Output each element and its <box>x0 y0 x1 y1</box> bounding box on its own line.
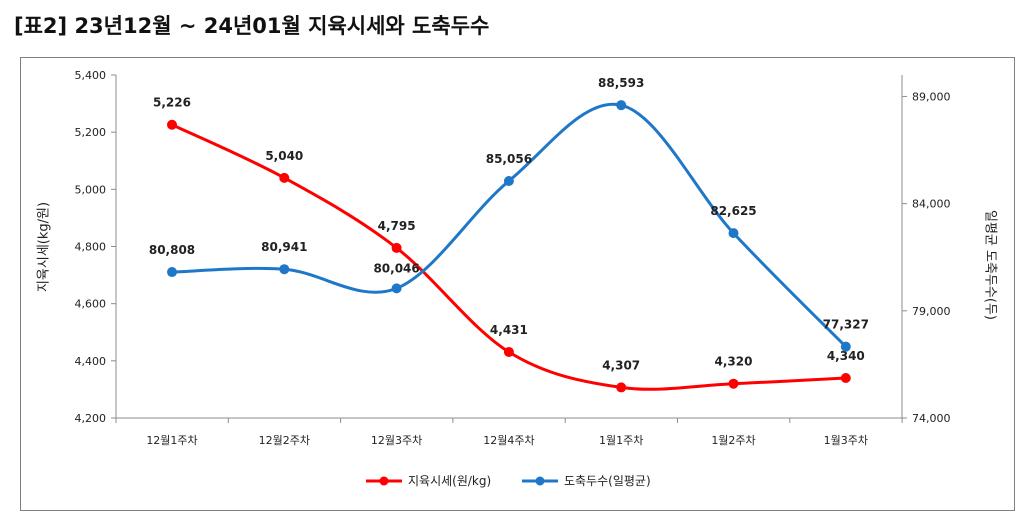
series-1-point <box>391 242 402 253</box>
series-1-data-label: 5,226 <box>153 96 191 110</box>
x-category-label: 12월4주차 <box>483 434 534 447</box>
page-title: [표2] 23년12월 ~ 24년01월 지육시세와 도축두수 <box>14 14 490 38</box>
series-1-point <box>616 382 627 393</box>
left-tick-label: 4,200 <box>75 412 107 425</box>
left-tick-label: 5,400 <box>75 69 107 82</box>
right-axis-ticks: 74,000 79,000 84,000 89,000 <box>902 90 951 425</box>
series-2-data-label: 80,941 <box>261 240 307 254</box>
right-tick-label: 89,000 <box>912 90 951 103</box>
chart-legend: 지육시세(원/kg) 도축두수(일평균) <box>366 474 651 488</box>
left-tick-label: 4,600 <box>75 298 107 311</box>
right-tick-label: 84,000 <box>912 198 951 211</box>
legend-swatch-marker <box>535 476 545 486</box>
left-tick-label: 5,000 <box>75 183 107 196</box>
series-2-data-label: 80,808 <box>149 243 195 257</box>
series-2-data-label: 80,046 <box>373 261 419 275</box>
series-layer: 5,226 5,040 4,795 4,431 4,307 4,320 4,340 80,80… <box>149 76 869 393</box>
series-1-point <box>840 372 851 383</box>
series-2-point <box>391 283 402 294</box>
x-category-label: 1월2주차 <box>711 434 755 447</box>
x-category-label: 12월2주차 <box>259 434 310 447</box>
left-tick-label: 5,200 <box>75 126 107 139</box>
series-2-point <box>167 267 177 278</box>
series-2-point <box>616 100 627 111</box>
left-axis-ticks: 4,200 4,400 4,600 4,800 5,000 5,200 5,400 <box>75 69 116 425</box>
series-1-data-label: 4,795 <box>378 219 416 233</box>
right-axis-title: 일평균 도축두수(두) <box>983 210 998 320</box>
series-1-data-label: 4,320 <box>715 355 753 369</box>
x-category-label: 1월1주차 <box>599 434 643 447</box>
series-2-point <box>279 264 290 275</box>
legend-entry-label: 도축두수(일평균) <box>564 474 651 488</box>
left-axis-title: 지육시세(kg/원) <box>37 202 52 292</box>
series-2-data-label: 77,327 <box>823 318 869 332</box>
chart-axes <box>115 75 903 419</box>
series-2-data-label: 85,056 <box>486 152 532 166</box>
series-2-data-label: 82,625 <box>710 204 756 218</box>
series-1-data-label: 4,340 <box>827 349 865 363</box>
left-tick-label: 4,800 <box>75 241 107 254</box>
series-1-point <box>728 378 739 389</box>
legend-swatch-marker <box>379 476 389 486</box>
left-tick-label: 4,400 <box>75 355 107 368</box>
series-1-data-label: 4,431 <box>490 323 528 337</box>
x-category-label: 12월3주차 <box>371 434 422 447</box>
series-1-data-label: 5,040 <box>265 149 303 163</box>
x-category-label: 1월3주차 <box>824 434 868 447</box>
x-axis-ticks: 12월1주차 12월2주차 12월3주차 12월4주차 1월1주차 1월2주차 1월3주차 <box>115 418 903 447</box>
series-line-2 <box>171 102 847 348</box>
series-1-point <box>167 119 177 130</box>
series-1-point <box>503 346 514 357</box>
series-2-point <box>728 228 739 239</box>
legend-entry-label: 지육시세(원/kg) <box>408 474 491 488</box>
series-2-data-label: 88,593 <box>598 76 644 90</box>
series-2-point <box>503 175 514 186</box>
x-category-label: 12월1주차 <box>146 434 197 447</box>
right-tick-label: 79,000 <box>912 305 951 318</box>
series-2-point <box>840 341 851 352</box>
series-1-data-label: 4,307 <box>602 358 640 372</box>
right-tick-label: 74,000 <box>912 412 951 425</box>
series-1-point <box>279 172 290 183</box>
